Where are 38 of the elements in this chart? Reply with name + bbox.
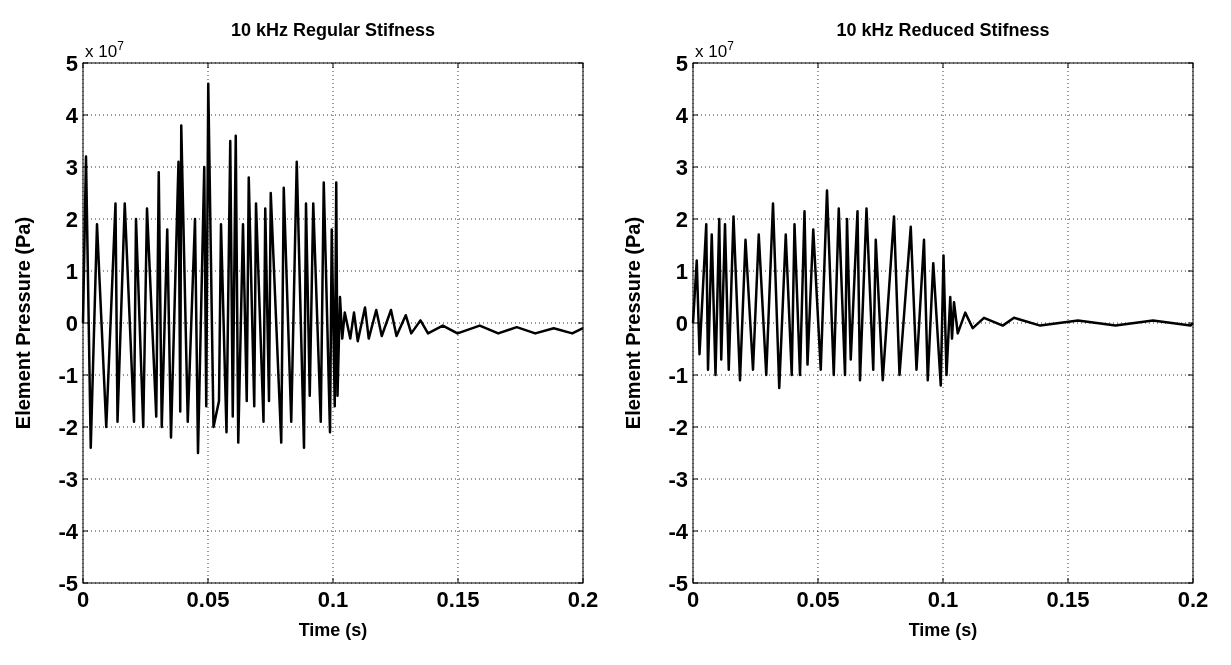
y-tick-label: -1 bbox=[58, 362, 78, 388]
y-tick-label: -3 bbox=[668, 466, 688, 492]
y-tick-label: 1 bbox=[65, 258, 78, 284]
y-tick-label: -2 bbox=[668, 414, 688, 440]
y-tick-label: 1 bbox=[675, 258, 688, 284]
chart-title: 10 kHz Reduced Stifness bbox=[836, 20, 1050, 40]
y-tick-label: 0 bbox=[675, 310, 688, 336]
y-tick-label: 4 bbox=[675, 102, 689, 128]
chart-title: 10 kHz Regular Stifness bbox=[230, 20, 436, 40]
x-tick-label: 0.2 bbox=[567, 587, 599, 612]
y-tick-label: 3 bbox=[65, 154, 78, 180]
x-tick-label: 0.05 bbox=[796, 587, 840, 612]
x-axis-title: Time (s) bbox=[298, 620, 368, 640]
x-tick-label: 0.05 bbox=[186, 587, 230, 612]
y-tick-label: -5 bbox=[58, 570, 78, 596]
y-tick-label: -1 bbox=[668, 362, 688, 388]
y-tick-label: -3 bbox=[58, 466, 78, 492]
y-axis-title: Element Pressure (Pa) bbox=[12, 216, 34, 430]
x-tick-label: 0.1 bbox=[317, 587, 349, 612]
text: x 10$^{7}$ bbox=[695, 39, 735, 61]
y-tick-label: 4 bbox=[65, 102, 79, 128]
y-tick-label: -2 bbox=[58, 414, 78, 440]
x-axis-title: Time (s) bbox=[908, 620, 978, 640]
y-tick-label: 5 bbox=[675, 50, 688, 76]
text: x 10$^{7}$ bbox=[85, 39, 125, 61]
x-tick-label: 0.15 bbox=[1046, 587, 1090, 612]
y-tick-label: 0 bbox=[65, 310, 78, 336]
y-axis-title: Element Pressure (Pa) bbox=[622, 216, 644, 430]
x-tick-label: 0.1 bbox=[927, 587, 959, 612]
y-tick-label: -4 bbox=[58, 518, 79, 544]
x-tick-label: 0.15 bbox=[436, 587, 480, 612]
y-tick-label: 2 bbox=[675, 206, 688, 232]
x-tick-label: 0.2 bbox=[1177, 587, 1209, 612]
y-tick-label: 3 bbox=[675, 154, 688, 180]
y-tick-label: 5 bbox=[65, 50, 78, 76]
y-tick-label: -4 bbox=[668, 518, 689, 544]
y-tick-label: -5 bbox=[668, 570, 688, 596]
y-tick-label: 2 bbox=[65, 206, 78, 232]
